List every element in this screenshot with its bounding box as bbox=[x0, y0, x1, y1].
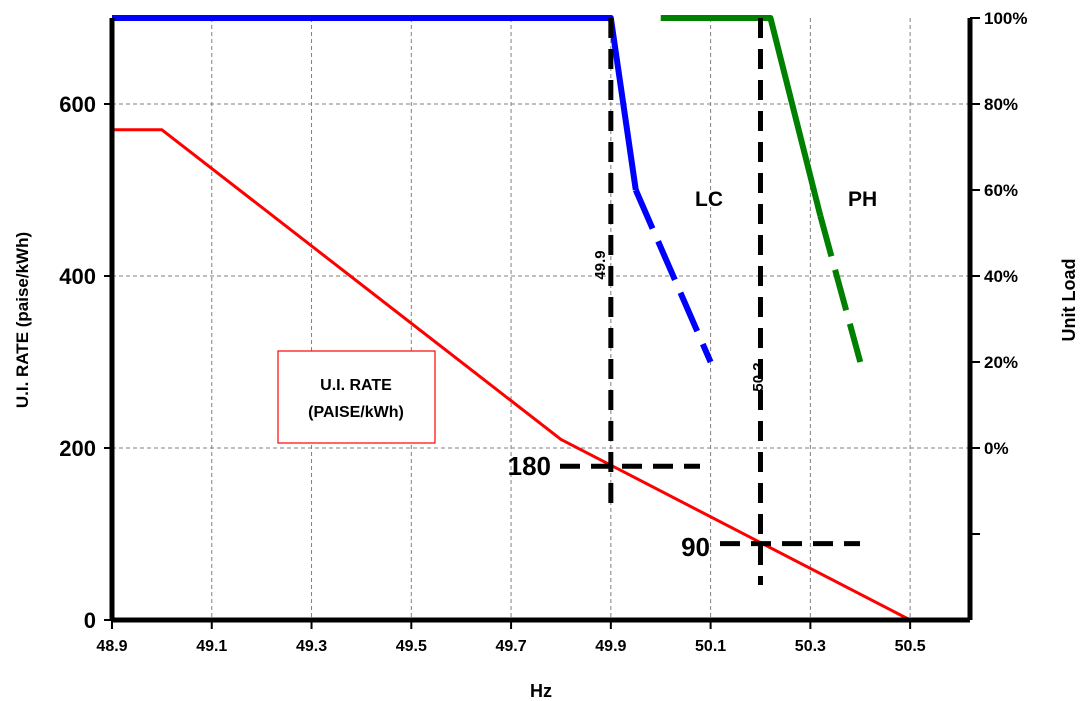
y-right-tick-label: 80% bbox=[984, 95, 1018, 114]
x-axis-title: Hz bbox=[530, 681, 552, 701]
x-tick-label: 49.1 bbox=[196, 638, 227, 655]
annotation-90: 90 bbox=[681, 532, 710, 562]
x-tick-label: 49.7 bbox=[495, 638, 526, 655]
grid bbox=[112, 18, 970, 620]
y-right-axis-title: Unit Load bbox=[1059, 259, 1079, 342]
axes bbox=[109, 18, 973, 623]
x-tick-label: 50.1 bbox=[695, 638, 726, 655]
series-line-rate bbox=[112, 128, 961, 622]
x-tick-label: 49.3 bbox=[296, 638, 327, 655]
legend-box: U.I. RATE (PAISE/kWh) bbox=[277, 350, 436, 444]
x-tick-label: 50.3 bbox=[795, 638, 826, 655]
x-tick-label: 49.9 bbox=[595, 638, 626, 655]
series-layer bbox=[111, 15, 970, 622]
y-right-tick-label: 100% bbox=[984, 9, 1027, 28]
x-ticks: 48.9 49.1 49.3 49.5 49.7 49.9 50.1 50.3 50.5 bbox=[96, 620, 926, 655]
annotation-49-9: 49.9 bbox=[592, 250, 609, 279]
y-left-tick-label: 400 bbox=[59, 264, 96, 289]
annotation-180: 180 bbox=[508, 451, 551, 481]
x-tick-label: 50.5 bbox=[895, 638, 926, 655]
y-right-ticks: 0% 20% 40% 60% 80% 100% bbox=[970, 9, 1027, 535]
legend-box-frame bbox=[277, 350, 436, 444]
x-tick-label: 48.9 bbox=[96, 638, 127, 655]
annotation-50-2: 50.2 bbox=[750, 362, 767, 391]
y-left-tick-label: 200 bbox=[59, 436, 96, 461]
y-left-tick-label: 0 bbox=[84, 608, 96, 633]
y-right-tick-label: 0% bbox=[984, 439, 1009, 458]
y-right-tick-label: 20% bbox=[984, 353, 1018, 372]
legend-box-line-2: (PAISE/kWh) bbox=[308, 404, 404, 421]
x-tick-label: 49.5 bbox=[396, 638, 427, 655]
legend-box-line-1: U.I. RATE bbox=[320, 377, 392, 394]
series-label-lc: LC bbox=[695, 188, 723, 211]
y-left-axis-title: U.I. RATE (paise/kWh) bbox=[13, 232, 32, 408]
series-dash-ph bbox=[817, 215, 864, 363]
y-left-tick-label: 600 bbox=[59, 92, 96, 117]
series-label-ph: PH bbox=[848, 188, 877, 211]
series-dash-lc bbox=[633, 188, 714, 364]
y-right-tick-label: 40% bbox=[984, 267, 1018, 286]
y-left-ticks: 0 200 400 600 bbox=[59, 92, 112, 633]
series-line-ph bbox=[660, 15, 824, 217]
y-right-tick-label: 60% bbox=[984, 181, 1018, 200]
annotation-lines bbox=[560, 18, 860, 585]
